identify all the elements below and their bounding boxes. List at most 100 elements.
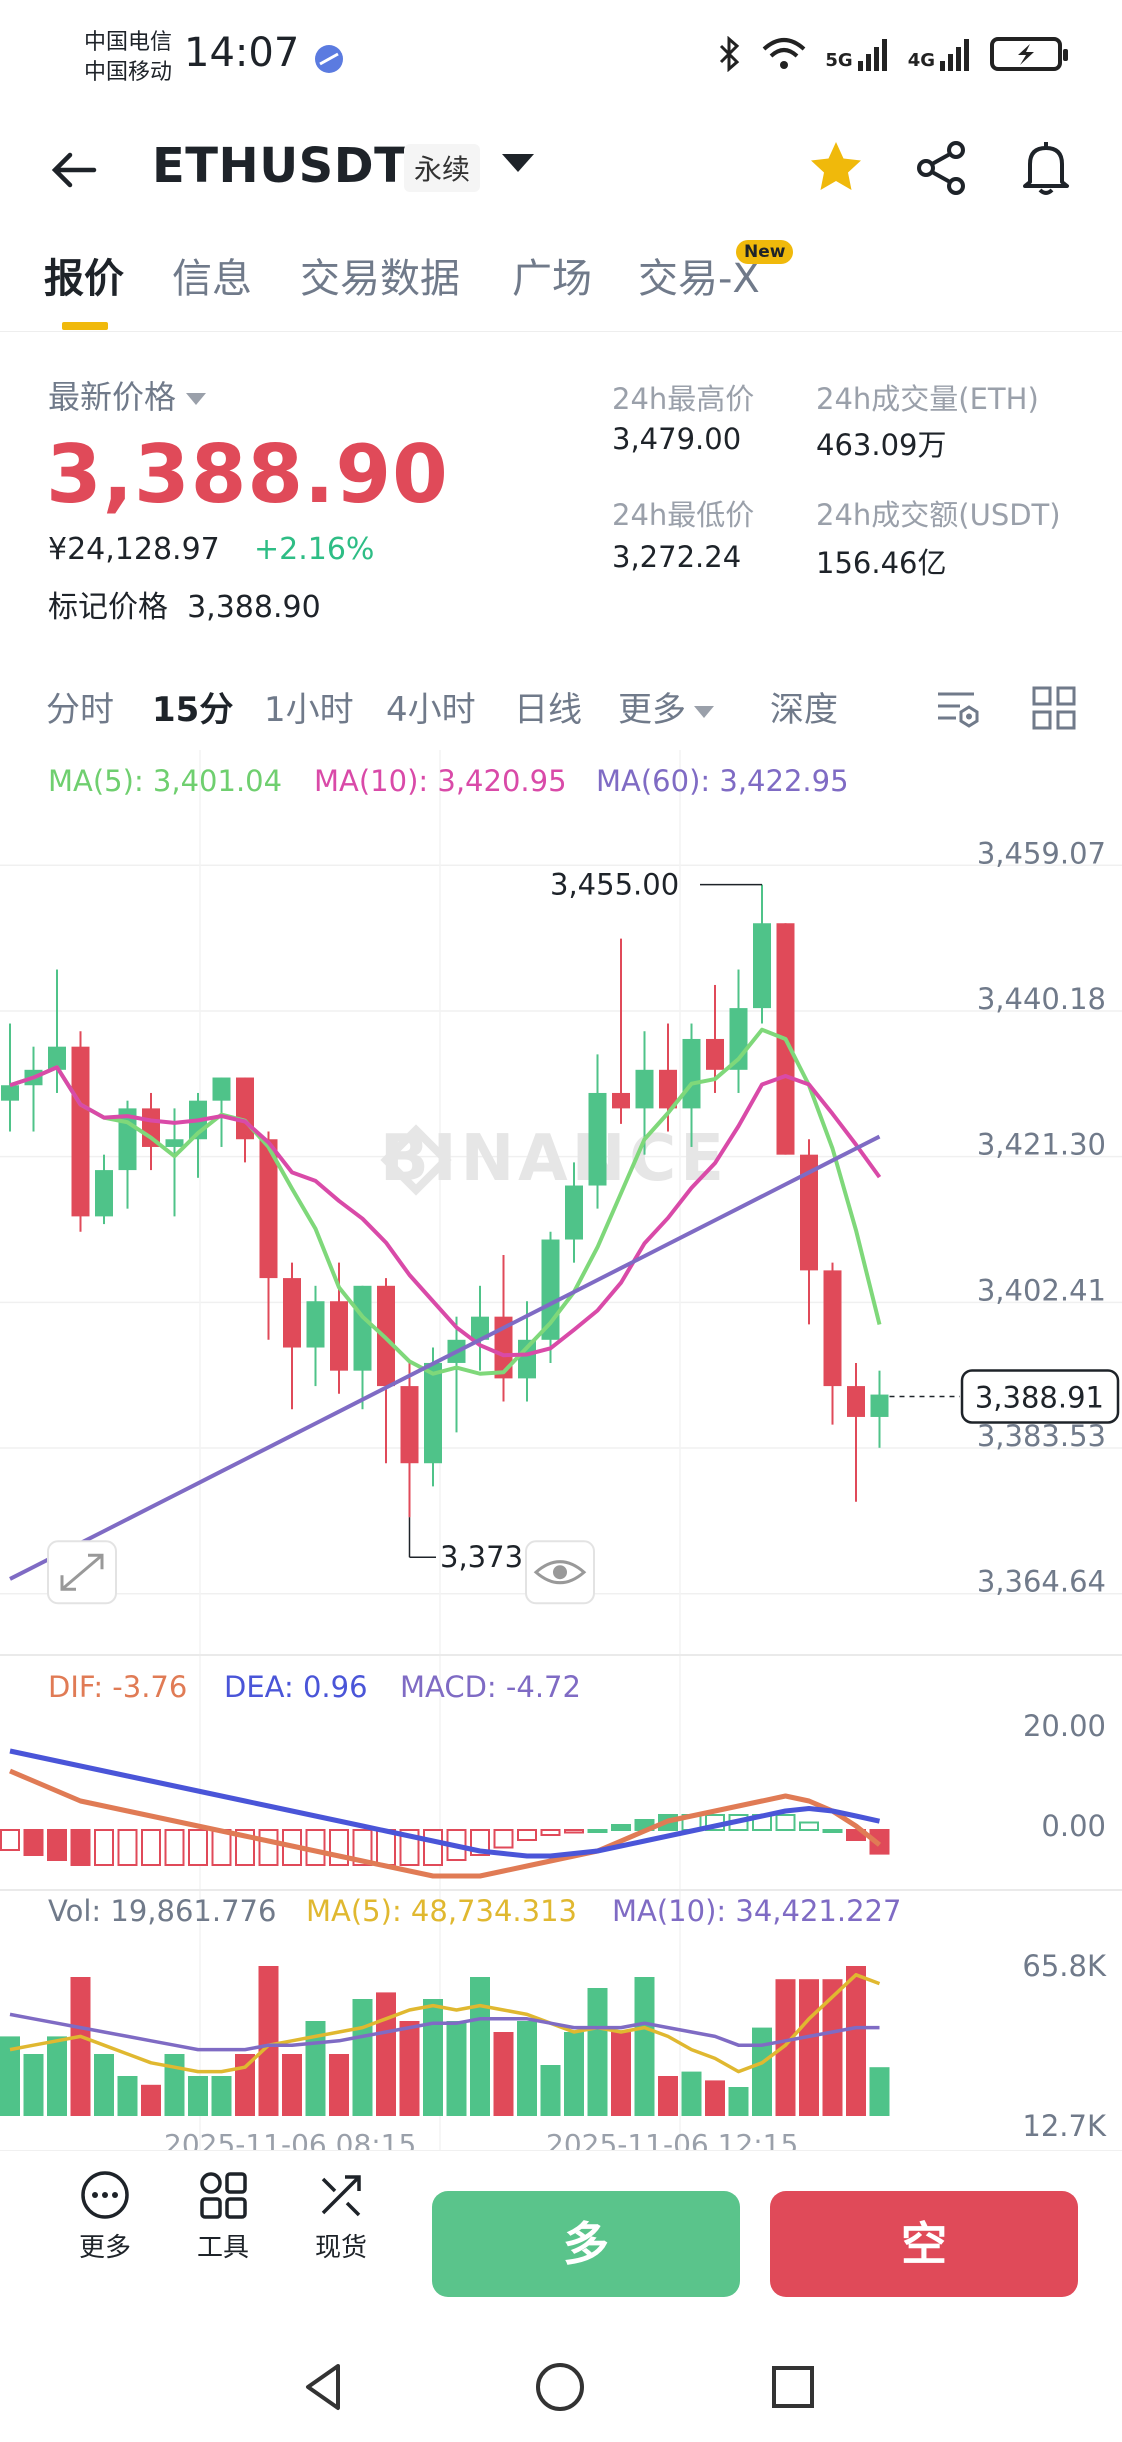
candle-down: [706, 1038, 724, 1070]
volume-bar: [352, 1999, 373, 2116]
interval-15m[interactable]: 15分: [152, 690, 234, 730]
volume-bar: [634, 1977, 655, 2116]
tab-trade-x[interactable]: 交易-X: [638, 256, 760, 302]
macd-hist-down: [117, 1829, 138, 1866]
symbol-title[interactable]: ETHUSDT: [152, 138, 408, 194]
tab-trading-data[interactable]: 交易数据: [300, 256, 460, 302]
signal-5g-icon: 5G: [825, 37, 889, 71]
nav-back-icon[interactable]: [298, 2360, 352, 2414]
volume-bar: [376, 1992, 396, 2116]
layout-grid-icon[interactable]: [1030, 684, 1078, 732]
volume-bar: [822, 1979, 843, 2116]
macd-hist-down: [564, 1829, 584, 1834]
short-button[interactable]: 空: [770, 2191, 1078, 2297]
volume-bar: [846, 1966, 866, 2116]
kline-chart[interactable]: 3,459.07 3,440.18 3,421.30 3,402.41 3,383.53…: [0, 750, 1122, 2150]
macd-hist-up: [775, 1814, 796, 1831]
macd-hist-down: [211, 1829, 232, 1866]
volume-bar: [493, 2032, 514, 2116]
back-arrow-icon[interactable]: [46, 142, 102, 198]
low-value: 3,272.24: [612, 540, 742, 574]
interval-4h[interactable]: 4小时: [386, 690, 476, 730]
volume-bar: [658, 2076, 678, 2116]
ma10-legend: MA(10): 3,420.95: [314, 764, 567, 798]
more-label: 更多: [78, 2233, 131, 2263]
symbol-dropdown-caret-icon[interactable]: [502, 154, 534, 172]
candle-down: [71, 1046, 90, 1217]
bluetooth-icon: [720, 36, 740, 72]
contract-type-badge: 永续: [404, 144, 481, 192]
candle-up: [212, 1077, 231, 1101]
low-marker-label: 3,373: [440, 1540, 523, 1574]
price-axis-label: 3,421.30: [977, 1128, 1106, 1162]
interval-more[interactable]: 更多: [618, 682, 714, 731]
volume-eth-label: 24h成交量(ETH): [816, 382, 1039, 416]
carrier-1: 中国电信: [84, 30, 173, 55]
kline-chart-canvas[interactable]: 3,459.07 3,440.18 3,421.30 3,402.41 3,383.53…: [0, 750, 1122, 2150]
long-button[interactable]: 多: [432, 2191, 740, 2297]
carrier-2: 中国移动: [84, 60, 173, 85]
interval-1d[interactable]: 日线: [514, 690, 582, 730]
tools-button[interactable]: 工具: [178, 2169, 268, 2264]
volume-ma10-legend: MA(10): 34,421.227: [612, 1894, 902, 1928]
volume-bar: [799, 1979, 819, 2116]
candle-up: [306, 1301, 325, 1348]
tab-quote[interactable]: 报价: [44, 256, 124, 302]
new-badge: New: [736, 240, 794, 264]
depth-tab[interactable]: 深度: [770, 690, 838, 730]
volume-bar: [869, 2067, 890, 2116]
candle-up: [635, 1069, 654, 1109]
volume-bar: [117, 2076, 138, 2116]
volume-bar: [423, 1999, 443, 2116]
ma5-legend: MA(5): 3,401.04: [48, 764, 283, 798]
macd-dif-line: [9, 1768, 882, 1879]
volume-bar: [329, 2054, 349, 2116]
indicator-settings-icon[interactable]: [934, 684, 982, 732]
ma60-line: [9, 1134, 881, 1581]
tab-square[interactable]: 广场: [512, 256, 592, 302]
interval-1h[interactable]: 1小时: [264, 690, 354, 730]
bell-icon[interactable]: [1014, 136, 1078, 200]
star-icon[interactable]: [804, 136, 868, 200]
macd-hist-down: [188, 1829, 208, 1866]
app-indicator-icon: [315, 45, 343, 73]
volume-bar: [399, 2021, 420, 2116]
current-price-tag-label: 3,388.91: [975, 1380, 1104, 1414]
candle-up: [165, 1139, 184, 1147]
candle-up: [353, 1285, 372, 1371]
macd-hist-up: [822, 1829, 843, 1833]
volume-bar: [47, 2036, 67, 2116]
high-marker-label: 3,455.00: [550, 868, 679, 902]
volume-bar: [211, 2076, 232, 2116]
active-tab-indicator: [62, 322, 108, 330]
last-price-label[interactable]: 最新价格: [48, 372, 207, 418]
more-button[interactable]: 更多: [60, 2169, 150, 2264]
candle-up: [95, 1170, 113, 1217]
candle-down: [330, 1301, 348, 1371]
last-price-caret-icon: [186, 393, 207, 405]
tools-label: 工具: [196, 2233, 249, 2263]
macd-legend: MACD: -4.72: [400, 1670, 581, 1704]
candle-up: [588, 1092, 607, 1186]
nav-recents-icon[interactable]: [766, 2360, 820, 2414]
macd-axis-label: 20.00: [1023, 1709, 1106, 1743]
tools-grid-icon: [200, 2172, 247, 2219]
share-icon[interactable]: [910, 136, 974, 200]
high-label: 24h最高价: [612, 382, 755, 416]
eye-pupil-icon: [553, 1565, 567, 1580]
tab-info[interactable]: 信息: [172, 256, 252, 302]
volume-bar: [23, 2054, 44, 2116]
dif-legend: DIF: -3.76: [48, 1670, 188, 1704]
dea-legend: DEA: 0.96: [224, 1670, 368, 1704]
candle-down: [823, 1270, 842, 1387]
interval-time-sharing[interactable]: 分时: [46, 690, 114, 730]
price-axis-label: 3,440.18: [977, 982, 1106, 1016]
spot-button[interactable]: 现货: [296, 2169, 386, 2264]
nav-home-icon[interactable]: [533, 2360, 587, 2414]
price-axis-label: 3,402.41: [977, 1273, 1106, 1307]
volume-bar: [517, 2021, 537, 2116]
macd-hist-down: [517, 1829, 537, 1841]
volume-bar: [470, 1977, 490, 2116]
ma10-line: [9, 1065, 882, 1358]
candle-up: [682, 1038, 701, 1109]
